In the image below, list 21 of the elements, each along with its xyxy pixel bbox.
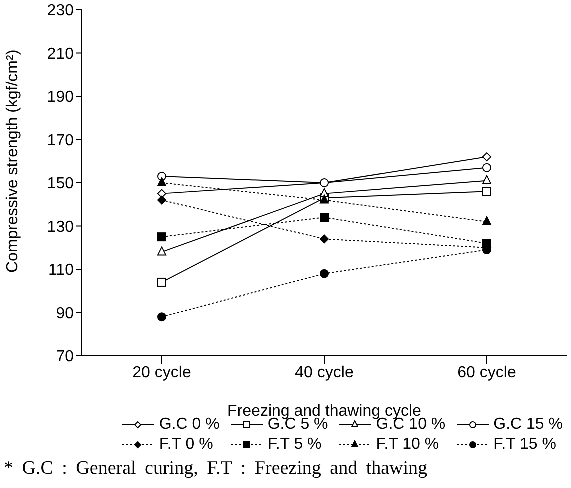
- y-tick-label: 70: [56, 348, 74, 366]
- legend-label: F.T 0 %: [159, 436, 214, 454]
- y-tick-label: 110: [48, 262, 74, 280]
- y-tick-label: 90: [56, 305, 74, 322]
- y-tick-label: 210: [47, 46, 74, 63]
- legend-label: F.T 15 %: [494, 436, 556, 454]
- x-tick-label: 40 cycle: [295, 364, 354, 382]
- y-tick-label: 170: [47, 132, 74, 150]
- legend-label: F.T 10 %: [376, 436, 440, 454]
- x-tick-label: 20 cycle: [132, 364, 192, 382]
- legend-label: F.T 5 %: [268, 436, 322, 454]
- legend-label: G.C 15 %: [494, 416, 563, 434]
- text: * G.C : General curing, F.T : Freezing and thawing: [3, 458, 429, 480]
- y-tick-label: 150: [47, 176, 74, 193]
- y-tick-label: 230: [47, 2, 74, 20]
- y-axis-title: Compressive strength (kgf/cm²): [4, 50, 22, 273]
- legend-label: G.C 0 %: [159, 416, 220, 434]
- y-tick-label: 130: [47, 218, 74, 236]
- legend-label: G.C 5 %: [268, 416, 328, 434]
- y-tick-label: 190: [47, 89, 74, 106]
- x-tick-label: 60 cycle: [458, 364, 516, 382]
